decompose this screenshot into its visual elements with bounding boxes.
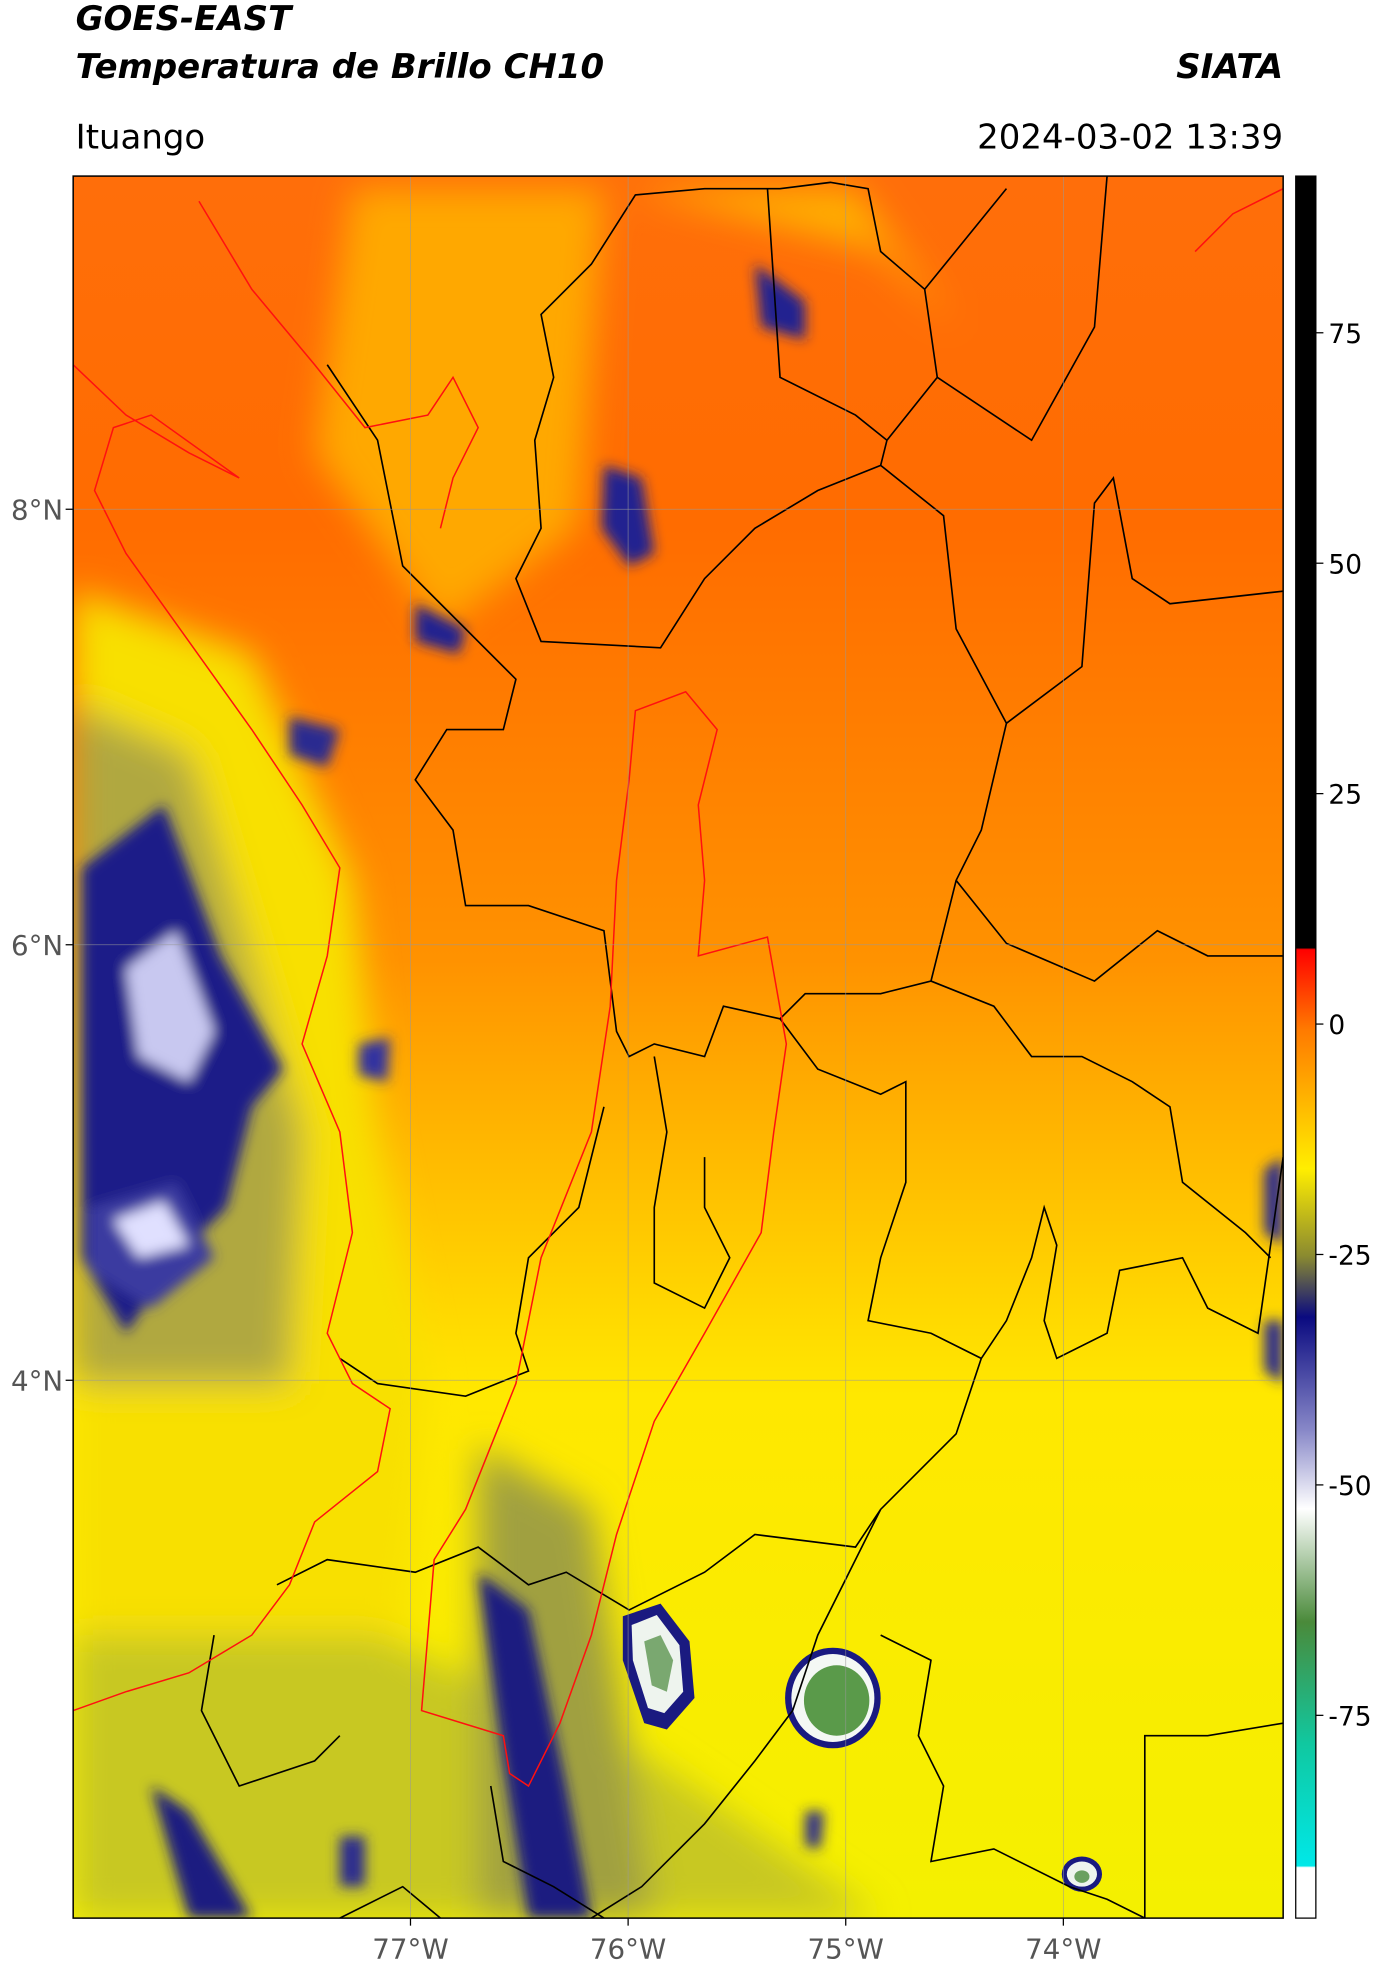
location: Ituango bbox=[76, 117, 206, 157]
y-tick-label: 4°N bbox=[11, 1364, 63, 1397]
source: SIATA bbox=[1176, 47, 1283, 87]
satellite-image bbox=[73, 176, 1284, 1919]
colorbar-tick-label: 0 bbox=[1328, 1010, 1345, 1041]
y-tick-label: 8°N bbox=[11, 493, 63, 526]
admin-borders bbox=[200, 176, 1284, 1919]
timestamp: 2024-03-02 13:39 bbox=[977, 117, 1283, 157]
x-tick-label: 77°W bbox=[372, 1932, 448, 1965]
ticks: 77°W 76°W 75°W 74°W 8°N 6°N 4°N 75 50 25 0 -25 -50 -7… bbox=[11, 319, 1372, 1966]
grid bbox=[73, 176, 1284, 1919]
map-frame bbox=[72, 175, 1284, 1919]
x-tick-label: 76°W bbox=[590, 1932, 666, 1965]
x-tick-label: 75°W bbox=[808, 1932, 884, 1965]
border-red bbox=[1194, 187, 1284, 253]
subtitle: Temperatura de Brillo CH10 bbox=[76, 47, 604, 87]
colorbar-tick-label: -75 bbox=[1328, 1701, 1371, 1732]
colorbar-tick-label: 50 bbox=[1328, 549, 1362, 580]
title: GOES-EAST bbox=[76, 0, 294, 39]
colorbar bbox=[1295, 175, 1317, 1919]
y-tick-label: 6°N bbox=[11, 929, 63, 962]
basin-outline bbox=[420, 690, 788, 1788]
colorbar-tick-label: -25 bbox=[1328, 1241, 1371, 1272]
colorbar-tick-label: 25 bbox=[1328, 780, 1362, 811]
coastline bbox=[73, 364, 391, 1712]
colorbar-tick-label: 75 bbox=[1328, 319, 1362, 350]
colorbar-tick-label: -50 bbox=[1328, 1471, 1371, 1502]
x-tick-label: 74°W bbox=[1025, 1932, 1101, 1965]
coastline-north bbox=[198, 200, 480, 529]
